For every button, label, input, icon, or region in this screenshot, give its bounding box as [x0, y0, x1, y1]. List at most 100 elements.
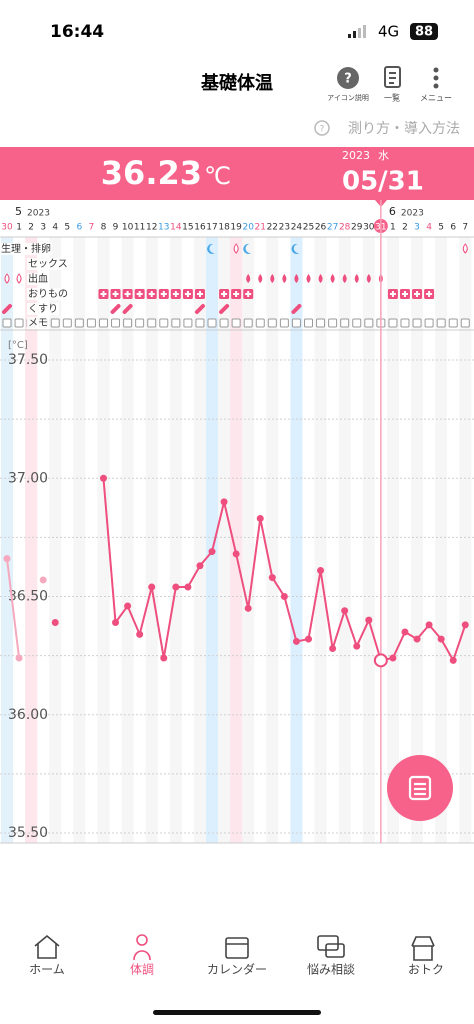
column-stripe: [338, 237, 351, 843]
memo-icon: [352, 318, 362, 328]
row-label: くすり: [28, 303, 58, 315]
temperature-point: [172, 583, 180, 591]
temperature-point: [292, 637, 300, 645]
month-label: 6: [389, 205, 396, 218]
temperature-point: [365, 616, 373, 624]
today-point: [373, 653, 388, 668]
day-label: 2: [402, 223, 408, 233]
guide-link[interactable]: 測り方・導入方法: [348, 121, 460, 137]
memo-icon: [279, 318, 289, 328]
day-label: 23: [279, 223, 290, 233]
day-label: 3: [40, 223, 46, 233]
discharge-mark: [414, 291, 421, 297]
medicine-icon: [219, 304, 230, 314]
column-stripe: [49, 237, 62, 843]
day-label: 12: [146, 223, 157, 233]
memo-icon: [98, 318, 108, 328]
y-tick-label: 37.50: [8, 352, 48, 368]
memo-icon: [460, 318, 470, 328]
temperature-point: [220, 498, 228, 506]
temperature-unit: ℃: [204, 162, 231, 190]
memo-icon: [207, 318, 217, 328]
memo-icon: [159, 318, 169, 328]
y-tick-label: 35.50: [8, 825, 48, 841]
discharge-mark: [196, 291, 203, 297]
memo-icon: [86, 318, 96, 328]
list-icon[interactable]: [384, 66, 401, 88]
y-unit: [°C]: [8, 340, 28, 351]
medicine-icon: [2, 304, 12, 314]
nav-label[interactable]: 悩み相談: [307, 962, 355, 977]
nav-label[interactable]: おトク: [408, 963, 444, 977]
day-label: 4: [52, 223, 58, 233]
temperature-point: [437, 635, 445, 643]
drop-icon: [282, 274, 287, 283]
memo-icon: [123, 318, 133, 328]
memo-icon: [2, 318, 12, 328]
memo-icon: [74, 318, 84, 328]
y-tick-label: 36.00: [8, 707, 48, 723]
memo-icon: [364, 318, 374, 328]
day-label: 24: [291, 223, 303, 233]
memo-icon: [219, 318, 229, 328]
nav-label[interactable]: 体調: [130, 963, 154, 977]
day-label: 20: [242, 223, 254, 233]
column-stripe: [242, 237, 255, 843]
memo-icon: [448, 318, 458, 328]
discharge-mark: [233, 291, 240, 297]
help-icon[interactable]: ?: [337, 67, 359, 89]
discharge-mark: [221, 291, 228, 297]
period-icon: [4, 273, 10, 284]
day-label: 4: [426, 223, 432, 233]
help-mark: ?: [320, 125, 325, 135]
drop-icon: [306, 274, 311, 283]
discharge-mark: [112, 291, 119, 297]
day-label: 15: [182, 223, 193, 233]
nav-label[interactable]: カレンダー: [207, 962, 267, 977]
day-label: 1: [16, 223, 22, 233]
temperature-point: [184, 583, 192, 591]
row-label-bg: [27, 303, 59, 315]
title: 基礎体温: [200, 72, 273, 94]
temperature-point: [256, 514, 264, 522]
period-icon: [462, 243, 468, 254]
signal: [348, 25, 366, 38]
network: 4G: [378, 23, 399, 41]
temperature-point: [244, 604, 252, 612]
memo-icon: [50, 318, 60, 328]
icon-label: 一覧: [384, 93, 400, 103]
day-label: 8: [101, 223, 107, 233]
column-stripe: [121, 237, 134, 843]
discharge-mark: [245, 291, 252, 297]
memo-icon: [304, 318, 313, 328]
ovulation-icon: [207, 243, 216, 254]
column-stripe: [362, 237, 375, 843]
column-stripe: [459, 237, 472, 843]
memo-icon: [340, 318, 350, 328]
memo-icon: [62, 318, 72, 328]
memo-icon: [267, 318, 277, 328]
banner: [0, 147, 474, 200]
column-stripe: [145, 237, 158, 843]
battery-level: 88: [415, 25, 433, 40]
temperature-point: [136, 630, 144, 638]
menu-icon[interactable]: [433, 67, 439, 89]
year-label: 2023: [27, 209, 50, 219]
memo-icon: [243, 318, 253, 328]
day-label: 13: [158, 223, 169, 233]
column-stripe: [266, 237, 279, 843]
memo-icon: [412, 318, 422, 328]
day-label: 19: [230, 223, 242, 233]
column-stripe: [169, 237, 182, 843]
temperature-point: [39, 576, 47, 584]
help-link-icon: [314, 120, 330, 136]
day-label: 2: [28, 223, 34, 233]
drop-icon: [354, 274, 359, 283]
day-label: 6: [76, 223, 82, 233]
nav-label[interactable]: ホーム: [29, 963, 65, 977]
row-label-bg: [27, 317, 49, 329]
temperature-point: [413, 635, 421, 643]
memo-icon: [291, 318, 301, 328]
memo-icon: [436, 318, 446, 328]
